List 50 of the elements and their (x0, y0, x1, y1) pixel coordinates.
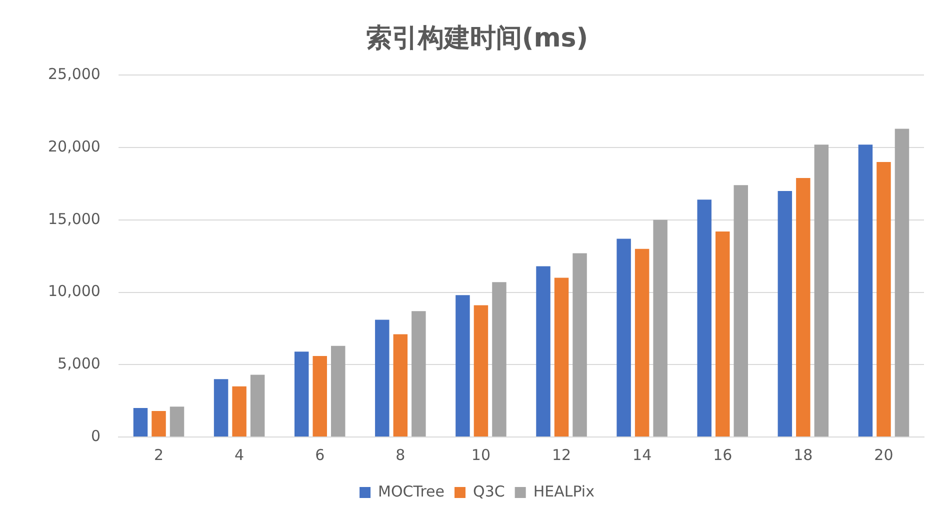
bar (412, 311, 426, 436)
legend-label: Q3C (473, 482, 505, 500)
x-tick-label: 12 (552, 446, 572, 464)
bar (716, 232, 730, 436)
bar (331, 346, 346, 436)
x-tick-label: 8 (396, 446, 406, 464)
bar (858, 144, 873, 436)
bar (572, 253, 587, 436)
x-tick-label: 16 (713, 446, 732, 464)
legend-label: MOCTree (378, 482, 445, 500)
bar (653, 220, 668, 436)
x-tick-label: 4 (234, 446, 244, 464)
x-tick-label: 18 (794, 446, 813, 464)
x-tick-label: 14 (632, 446, 652, 464)
y-tick-label: 25,000 (48, 65, 100, 84)
y-tick-label: 10,000 (48, 282, 100, 300)
bar (536, 266, 550, 436)
bar (554, 278, 569, 436)
bar (796, 178, 810, 436)
bar (778, 190, 792, 436)
bar (894, 128, 910, 436)
x-tick-label: 6 (315, 446, 325, 464)
bar (312, 356, 327, 436)
bar (616, 238, 631, 436)
bar (170, 406, 184, 436)
bar (876, 162, 891, 436)
bar (634, 248, 650, 436)
bar (133, 408, 148, 436)
y-tick-label: 0 (90, 426, 100, 445)
x-tick-label: 20 (874, 446, 894, 464)
x-tick-label: 2 (154, 446, 164, 464)
x-tick-label: 10 (471, 446, 491, 464)
chart-title: 索引构建时间(ms) (366, 23, 588, 54)
y-tick-label: 15,000 (48, 210, 100, 228)
bar (474, 305, 488, 436)
bar (375, 320, 390, 436)
bar (250, 374, 265, 436)
y-tick-label: 5,000 (58, 354, 100, 373)
bar (152, 410, 166, 436)
bar (393, 334, 408, 436)
y-tick-label: 20,000 (48, 137, 100, 156)
bar (232, 386, 246, 436)
bar (492, 282, 506, 436)
bar (214, 379, 228, 436)
bar (814, 144, 829, 436)
bar (697, 200, 712, 436)
legend-label: HEALPix (533, 482, 595, 500)
bar (456, 295, 470, 436)
bar (294, 352, 309, 436)
bar (734, 185, 748, 436)
